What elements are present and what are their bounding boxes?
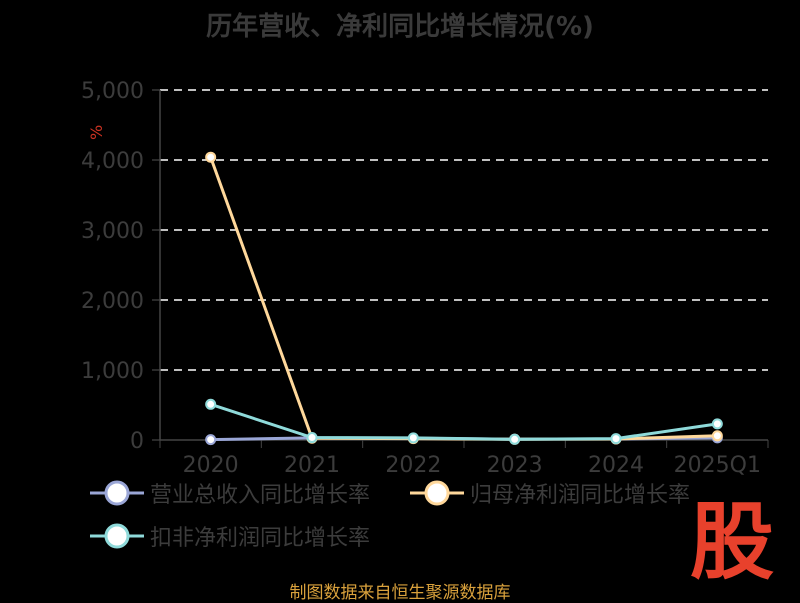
- y-tick-label: 0: [130, 429, 144, 454]
- x-tick-label: 2023: [487, 453, 543, 478]
- y-tick-label: 1,000: [81, 359, 144, 384]
- data-point: [711, 418, 723, 430]
- y-tick-label: 3,000: [81, 219, 144, 244]
- grid-lines: [160, 89, 768, 371]
- legend-item-revenue[interactable]: 营业总收入同比增长率: [90, 478, 370, 508]
- x-tick-label: 2024: [588, 453, 644, 478]
- legend-marker-icon: [90, 480, 144, 506]
- x-tick-label: 2022: [385, 453, 441, 478]
- legend-item-net-profit[interactable]: 归母净利润同比增长率: [410, 478, 690, 508]
- x-tick-label: 2020: [183, 453, 239, 478]
- y-tick-label: 4,000: [81, 149, 144, 174]
- data-point: [711, 430, 723, 442]
- x-tick-label: 2021: [284, 453, 340, 478]
- series-lines: [205, 151, 723, 446]
- legend-label: 扣非净利润同比增长率: [150, 526, 371, 551]
- axes: 0 1,000 2,000 3,000 4,000 5,000 2020 2021 2022 20…: [81, 79, 769, 478]
- series-2: [205, 151, 723, 445]
- series-line: [210, 402, 718, 441]
- x-tick-label: 2025Q1: [674, 453, 761, 478]
- data-point: [407, 432, 419, 444]
- data-point: [205, 434, 217, 446]
- brand-logo: 股: [690, 493, 775, 591]
- chart-title: 历年营收、净利同比增长情况(%): [206, 12, 594, 42]
- y-tick-label: 5,000: [81, 79, 144, 104]
- series-line: [209, 156, 718, 441]
- legend-label: 营业总收入同比增长率: [150, 483, 371, 508]
- data-point: [509, 433, 521, 445]
- data-point: [205, 398, 217, 410]
- series-3: [205, 398, 723, 445]
- legend-label: 归母净利润同比增长率: [470, 483, 691, 508]
- data-point: [306, 432, 318, 444]
- y-tick-label: 2,000: [81, 289, 144, 314]
- legend-marker-icon: [90, 523, 144, 549]
- data-point: [610, 433, 622, 445]
- legend-item-deducted-profit[interactable]: 扣非净利润同比增长率: [90, 521, 370, 551]
- source-footer: 制图数据来自恒生聚源数据库: [289, 583, 511, 603]
- legend-marker-icon: [410, 480, 464, 506]
- data-point: [205, 151, 217, 163]
- unit-label: %: [87, 125, 106, 140]
